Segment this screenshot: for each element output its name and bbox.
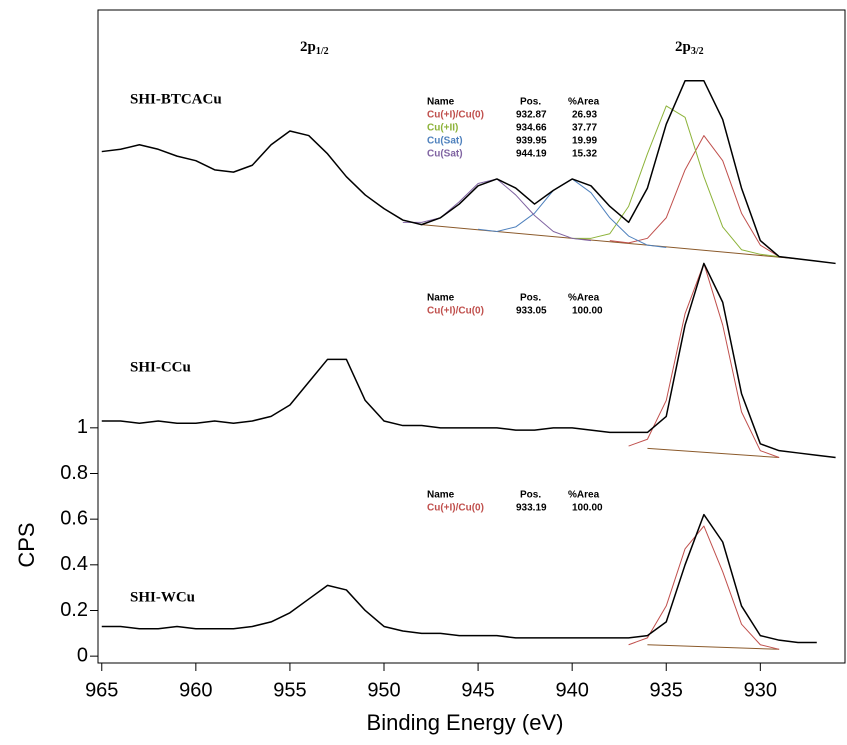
peak-label-main: 2p xyxy=(675,39,691,55)
sample-label: SHI-BTCACu xyxy=(130,91,222,107)
peak-label-sub: 3/2 xyxy=(691,46,704,57)
background-line xyxy=(421,224,799,260)
table-pos: 933.05 xyxy=(516,306,547,317)
plot-frame xyxy=(97,9,846,664)
sample-label: SHI-CCu xyxy=(130,359,191,375)
table-header: Pos. xyxy=(520,293,541,304)
table-name: Cu(+I)/Cu(0) xyxy=(427,110,484,121)
y-tick-label: 1 xyxy=(77,416,88,438)
x-tick-label: 950 xyxy=(367,679,400,701)
table-pos: 933.19 xyxy=(516,503,547,514)
peak-label-main: 2p xyxy=(300,39,316,55)
table-header: Name xyxy=(427,293,455,304)
x-tick-label: 930 xyxy=(744,679,777,701)
x-axis-label: Binding Energy (eV) xyxy=(367,710,564,735)
spectrum-line xyxy=(101,262,836,459)
peak-label-sub: 1/2 xyxy=(316,46,329,57)
table-header: Name xyxy=(427,97,455,108)
table-pos: 944.19 xyxy=(516,149,547,160)
spectrum-line xyxy=(101,513,817,644)
table-area: 100.00 xyxy=(572,306,603,317)
table-name: Cu(+I)/Cu(0) xyxy=(427,306,484,317)
y-tick-label: 0.2 xyxy=(60,599,88,621)
background-line xyxy=(647,447,780,459)
x-tick-label: 940 xyxy=(555,679,588,701)
x-tick-label: 945 xyxy=(461,679,494,701)
fit-curve xyxy=(628,525,780,650)
table-name: Cu(+II) xyxy=(427,123,458,134)
y-tick-label: 0.6 xyxy=(60,507,88,529)
y-tick-label: 0.8 xyxy=(60,462,88,484)
table-header: %Area xyxy=(568,293,600,304)
y-axis-label: CPS xyxy=(14,522,39,567)
table-area: 15.32 xyxy=(572,149,597,160)
x-tick-label: 935 xyxy=(650,679,683,701)
x-tick-label: 960 xyxy=(179,679,212,701)
table-area: 37.77 xyxy=(572,123,597,134)
table-header: Name xyxy=(427,490,455,501)
x-tick-label: 965 xyxy=(85,679,118,701)
table-pos: 939.95 xyxy=(516,136,547,147)
table-name: Cu(Sat) xyxy=(427,136,463,147)
table-pos: 932.87 xyxy=(516,110,547,121)
table-name: Cu(+I)/Cu(0) xyxy=(427,503,484,514)
peak-label: 2p3/2 xyxy=(675,39,704,57)
table-header: Pos. xyxy=(520,490,541,501)
table-area: 26.93 xyxy=(572,110,597,121)
spectrum-line xyxy=(101,80,836,265)
table-header: %Area xyxy=(568,97,600,108)
y-tick-label: 0.4 xyxy=(60,553,88,575)
fit-curve xyxy=(609,135,799,260)
table-header: Pos. xyxy=(520,97,541,108)
table-header: %Area xyxy=(568,490,600,501)
table-name: Cu(Sat) xyxy=(427,149,463,160)
table-pos: 934.66 xyxy=(516,123,547,134)
background-line xyxy=(647,644,780,650)
table-area: 19.99 xyxy=(572,136,597,147)
fit-curve xyxy=(572,105,780,258)
peak-label: 2p1/2 xyxy=(300,39,329,57)
x-tick-label: 955 xyxy=(273,679,306,701)
y-tick-label: 0 xyxy=(77,644,88,666)
fit-curve xyxy=(478,178,667,248)
sample-label: SHI-WCu xyxy=(130,589,195,605)
table-area: 100.00 xyxy=(572,503,603,514)
